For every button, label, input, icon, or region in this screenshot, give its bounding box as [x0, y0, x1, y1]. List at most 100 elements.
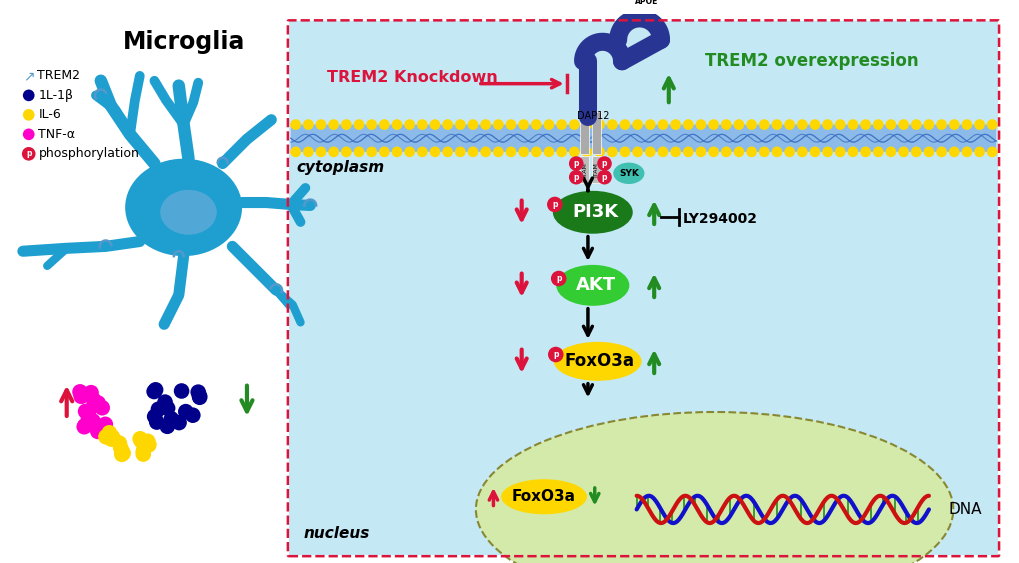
Circle shape [555, 119, 567, 130]
Circle shape [442, 119, 452, 130]
Circle shape [872, 119, 882, 130]
Circle shape [973, 146, 984, 157]
Circle shape [454, 119, 466, 130]
Circle shape [492, 119, 503, 130]
Circle shape [81, 403, 97, 419]
Circle shape [657, 119, 667, 130]
Circle shape [707, 119, 718, 130]
Circle shape [84, 385, 99, 400]
Circle shape [859, 119, 870, 130]
Circle shape [192, 388, 207, 404]
Circle shape [404, 146, 415, 157]
Circle shape [594, 146, 604, 157]
Circle shape [505, 119, 516, 130]
Circle shape [821, 146, 833, 157]
Text: 1L-1β: 1L-1β [39, 89, 73, 102]
Circle shape [492, 146, 503, 157]
Circle shape [379, 119, 389, 130]
Circle shape [95, 400, 110, 415]
Bar [288, 21, 998, 555]
Circle shape [86, 392, 101, 408]
Circle shape [76, 419, 92, 435]
Circle shape [635, 0, 656, 12]
Circle shape [366, 146, 377, 157]
Circle shape [177, 404, 194, 419]
Ellipse shape [476, 412, 953, 563]
Circle shape [146, 384, 162, 399]
Circle shape [847, 146, 857, 157]
Circle shape [948, 119, 959, 130]
Text: SYK: SYK [619, 169, 638, 178]
Circle shape [669, 119, 681, 130]
Circle shape [133, 433, 149, 449]
Circle shape [379, 146, 389, 157]
Circle shape [922, 146, 933, 157]
Circle shape [136, 446, 151, 462]
Circle shape [596, 157, 611, 171]
Circle shape [303, 119, 314, 130]
Circle shape [91, 395, 106, 411]
Circle shape [21, 147, 36, 160]
Circle shape [115, 445, 130, 461]
Circle shape [505, 146, 516, 157]
Circle shape [417, 146, 427, 157]
Text: p: p [551, 200, 557, 209]
Circle shape [884, 119, 896, 130]
Text: ITAM: ITAM [582, 162, 587, 177]
Circle shape [22, 128, 35, 140]
Circle shape [543, 119, 553, 130]
Circle shape [898, 119, 908, 130]
Circle shape [720, 146, 731, 157]
Circle shape [340, 119, 352, 130]
Circle shape [429, 119, 440, 130]
Circle shape [809, 146, 819, 157]
Circle shape [973, 119, 984, 130]
Circle shape [632, 146, 642, 157]
Text: p: p [573, 173, 579, 182]
Circle shape [695, 146, 705, 157]
Circle shape [770, 146, 782, 157]
Ellipse shape [612, 163, 644, 184]
Circle shape [884, 146, 896, 157]
Text: ITAM: ITAM [593, 162, 598, 177]
Circle shape [22, 109, 35, 120]
Circle shape [303, 146, 314, 157]
Circle shape [73, 388, 89, 404]
Circle shape [606, 146, 618, 157]
Circle shape [290, 146, 301, 157]
Text: APOE: APOE [634, 0, 657, 6]
Circle shape [417, 119, 427, 130]
Circle shape [720, 119, 731, 130]
Text: phosphorylation: phosphorylation [39, 148, 140, 160]
Circle shape [102, 425, 117, 441]
Circle shape [784, 119, 794, 130]
Text: p: p [622, 0, 628, 6]
Circle shape [77, 404, 94, 419]
Text: TREM2 overexpression: TREM2 overexpression [704, 52, 918, 70]
Circle shape [821, 119, 833, 130]
Bar [580, 156, 588, 183]
Circle shape [683, 119, 693, 130]
Circle shape [746, 146, 756, 157]
Circle shape [22, 90, 35, 101]
Circle shape [111, 435, 127, 451]
Circle shape [340, 146, 352, 157]
Text: cytoplasm: cytoplasm [297, 160, 384, 175]
Circle shape [550, 271, 566, 287]
Circle shape [518, 119, 529, 130]
Circle shape [898, 146, 908, 157]
Circle shape [835, 146, 845, 157]
Text: TNF-α: TNF-α [39, 128, 75, 141]
Circle shape [569, 157, 583, 171]
Circle shape [619, 119, 630, 130]
Circle shape [157, 394, 172, 410]
Circle shape [733, 146, 744, 157]
Circle shape [148, 382, 163, 397]
Circle shape [163, 411, 179, 427]
Circle shape [547, 347, 564, 363]
Text: DNA: DNA [948, 502, 981, 517]
Circle shape [366, 119, 377, 130]
Circle shape [315, 146, 326, 157]
Circle shape [910, 146, 921, 157]
Text: FoxO3a: FoxO3a [512, 489, 576, 504]
